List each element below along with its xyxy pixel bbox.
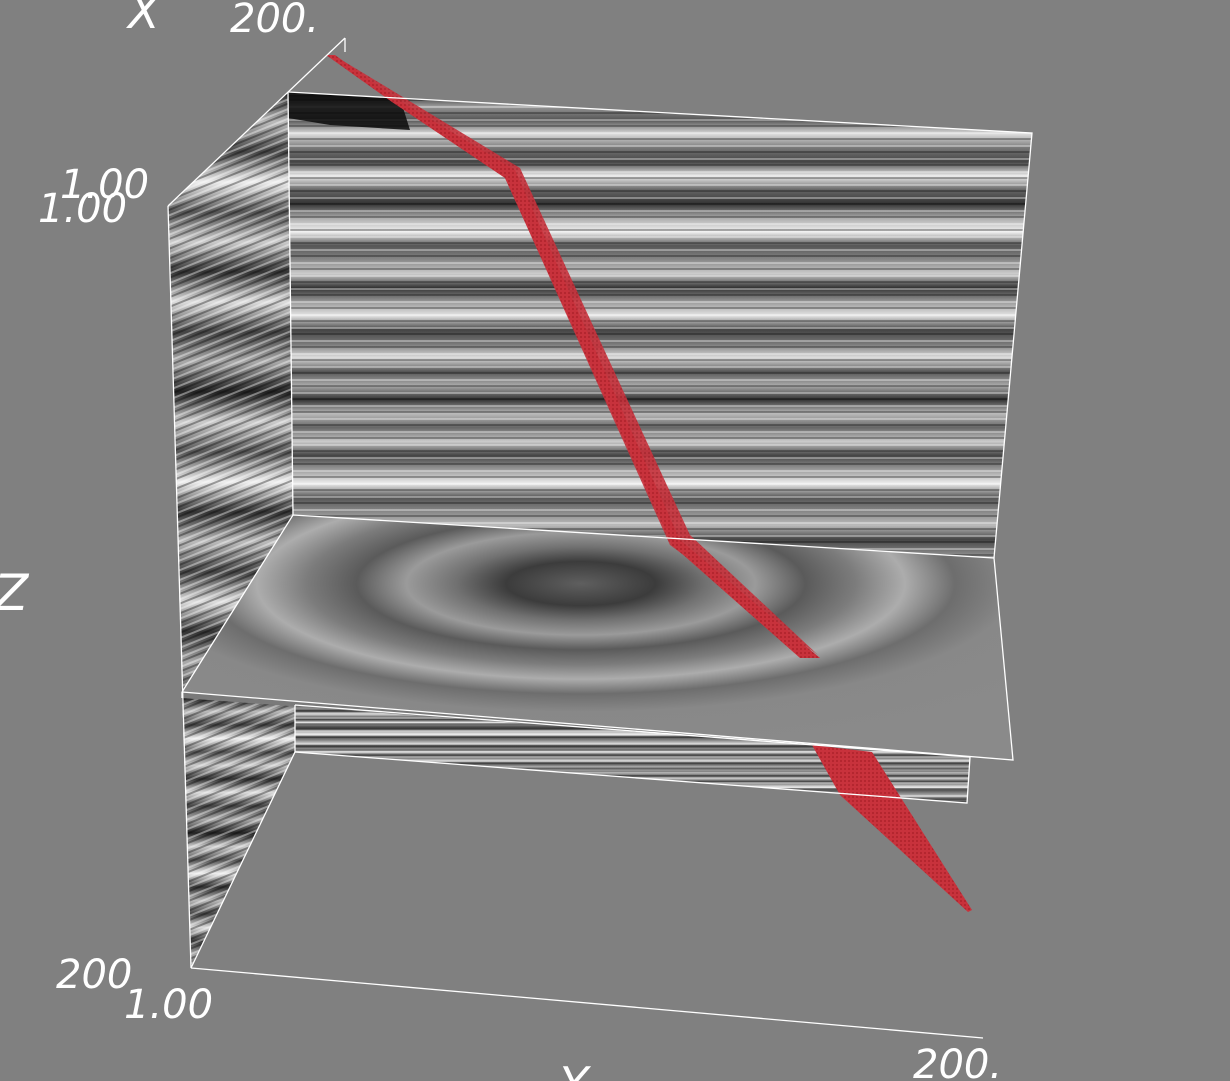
corner-label-top-lower: 1.00 [38, 186, 127, 232]
fault-surface [326, 55, 972, 912]
x-axis-title: X [126, 0, 161, 39]
axis-labels: X 200. 1.00 1.00 Z 200 1.00 200. Y [0, 0, 1002, 1081]
x-axis-max-label: 200. [230, 0, 319, 42]
y-axis-min-label: 1.00 [124, 982, 213, 1028]
vertical-slice-back [288, 92, 1032, 803]
z-axis-max-label: 200 [56, 952, 132, 998]
corner-label-top-upper: 1.00 [60, 162, 149, 208]
y-axis-title: Y [560, 1057, 592, 1081]
z-axis-title: Z [0, 564, 30, 622]
volume-frame [167, 37, 1033, 1039]
vertical-slice-left [168, 92, 295, 968]
y-axis-max-label: 200. [913, 1042, 1002, 1081]
